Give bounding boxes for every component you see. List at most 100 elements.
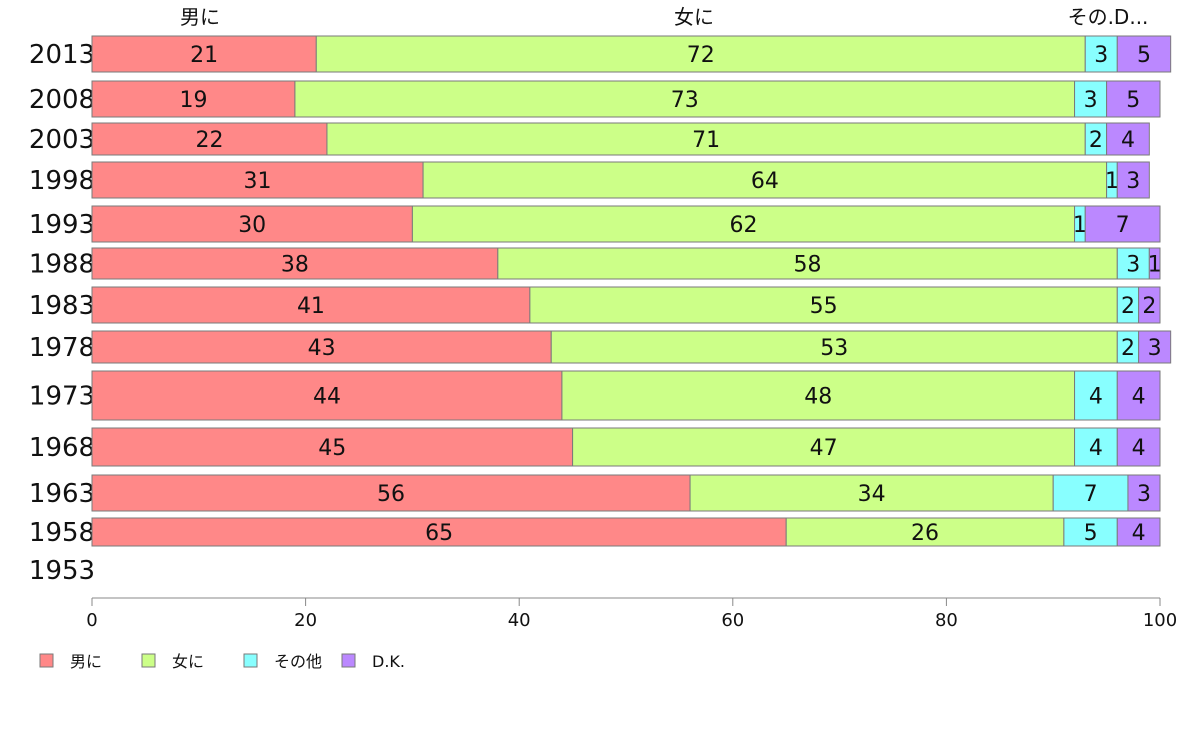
bar-segment (1106, 80, 1161, 118)
year-label: 1993 (29, 210, 95, 240)
data-label: 65 (425, 521, 453, 546)
data-label: 34 (858, 482, 886, 507)
data-label: 26 (911, 521, 939, 546)
bar-segment (561, 370, 1076, 421)
bar-segment (1116, 370, 1161, 421)
bars: 21 72 3 519 73 3 522 71 2 431 64 1 330 62 1 738 58 3 141 55… (91, 35, 1172, 547)
year-label: 2003 (29, 125, 95, 155)
data-label: 73 (671, 88, 699, 113)
year-label: 1958 (29, 518, 95, 548)
bar-segment (91, 205, 413, 243)
year-label: 1973 (29, 382, 95, 412)
data-label: 2 (1142, 294, 1156, 319)
bar-segment (1127, 474, 1161, 512)
data-label: 55 (810, 294, 838, 319)
bar-segment (1148, 247, 1161, 280)
bar-segment (572, 427, 1076, 467)
x-tick-label: 80 (935, 610, 958, 631)
x-axis: 0 20 40 60 80 100 (86, 597, 1177, 631)
column-header: 男に (180, 5, 220, 29)
legend-label: その他 (274, 652, 322, 671)
bar-segment (91, 330, 552, 364)
data-label: 4 (1132, 436, 1146, 461)
data-label: 43 (308, 336, 336, 361)
data-label: 1 (1073, 213, 1087, 238)
bar-segment (785, 517, 1065, 547)
legend-swatch (141, 653, 156, 668)
bar-segment (91, 370, 563, 421)
data-label: 72 (687, 43, 715, 68)
data-label: 47 (810, 436, 838, 461)
data-label: 2 (1089, 128, 1103, 153)
x-tick-label: 100 (1143, 610, 1177, 631)
data-label: 45 (318, 436, 346, 461)
data-label: 4 (1089, 436, 1103, 461)
data-label: 4 (1089, 385, 1103, 410)
legend-label: 女に (172, 652, 204, 671)
year-label: 2008 (29, 85, 95, 115)
bar-segment (497, 247, 1118, 280)
column-headers: 男に 女に その.D... (180, 5, 1148, 29)
year-label: 1988 (29, 250, 95, 280)
data-label: 7 (1084, 482, 1098, 507)
data-label: 62 (729, 213, 757, 238)
data-label: 58 (794, 253, 822, 278)
legend-swatch (243, 653, 258, 668)
x-tick-label: 0 (86, 610, 97, 631)
data-label: 30 (238, 213, 266, 238)
bar-segment (422, 161, 1108, 199)
data-label: 3 (1148, 336, 1162, 361)
bar-segment (91, 247, 499, 280)
year-label: 1978 (29, 333, 95, 363)
bar-segment (1116, 35, 1172, 73)
data-label: 5 (1137, 43, 1151, 68)
year-label: 1953 (29, 556, 95, 586)
bar-segment (91, 161, 424, 199)
bar-segment (91, 286, 531, 324)
data-label: 41 (297, 294, 325, 319)
legend-label: 男に (70, 652, 102, 671)
column-header: その.D... (1068, 5, 1149, 29)
bar-segment (1116, 161, 1150, 199)
bar-segment (529, 286, 1118, 324)
bar-segment (91, 474, 691, 512)
data-label: 3 (1126, 169, 1140, 194)
data-label: 22 (195, 128, 223, 153)
bar-segment (91, 35, 317, 73)
legend: 男に 女に その他 D.K. (39, 652, 405, 671)
data-label: 2 (1121, 336, 1135, 361)
data-label: 4 (1132, 385, 1146, 410)
bar-segment (315, 35, 1086, 73)
data-label: 3 (1084, 88, 1098, 113)
bar-segment (411, 205, 1076, 243)
data-label: 1 (1105, 169, 1119, 194)
data-label: 19 (179, 88, 207, 113)
data-label: 3 (1137, 482, 1151, 507)
data-label: 71 (692, 128, 720, 153)
legend-swatch (39, 653, 54, 668)
bar-segment (1116, 427, 1161, 467)
year-label: 1963 (29, 479, 95, 509)
bar-segment (689, 474, 1054, 512)
bar-segment (1106, 122, 1150, 156)
bar-segment (91, 122, 328, 156)
bar-segment (1084, 205, 1161, 243)
year-label: 2013 (29, 40, 95, 70)
data-label: 56 (377, 482, 405, 507)
data-label: 4 (1121, 128, 1135, 153)
bar-segment (1074, 80, 1108, 118)
x-tick-label: 60 (721, 610, 744, 631)
data-label: 21 (190, 43, 218, 68)
bar-segment (1116, 517, 1161, 547)
data-label: 44 (313, 385, 341, 410)
data-label: 38 (281, 253, 309, 278)
year-label: 1998 (29, 166, 95, 196)
data-label: 2 (1121, 294, 1135, 319)
bar-segment (91, 80, 296, 118)
data-label: 3 (1126, 253, 1140, 278)
bar-segment (294, 80, 1076, 118)
data-label: 64 (751, 169, 779, 194)
column-header: 女に (674, 5, 714, 29)
year-label: 1968 (29, 433, 95, 463)
